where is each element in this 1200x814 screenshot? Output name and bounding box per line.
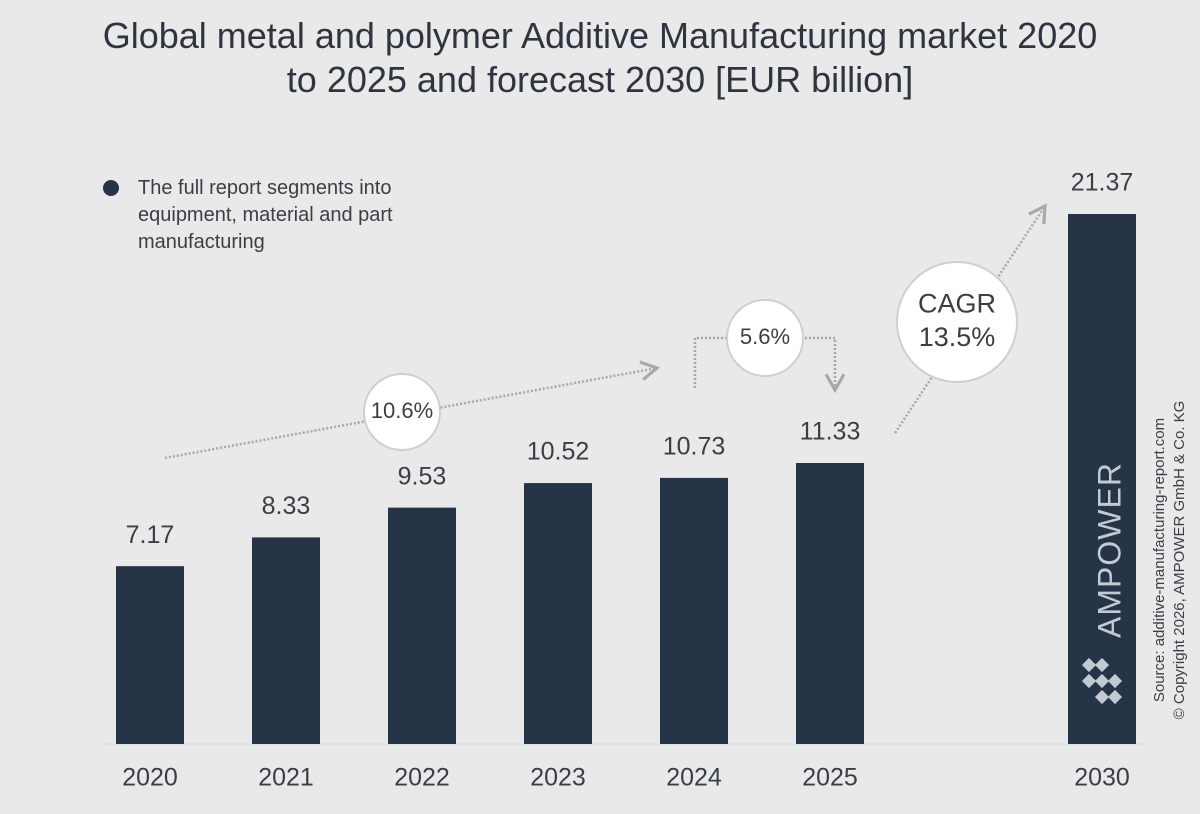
bar: [388, 507, 456, 744]
value-label: 10.52: [527, 438, 590, 466]
logo-icon: [1094, 673, 1110, 689]
bullet: [103, 180, 119, 196]
value-label: 10.73: [663, 432, 726, 460]
annotation-bubble: [363, 373, 441, 451]
copyright: © Copyright 2026, AMPOWER GmbH & Co. KG: [1171, 401, 1188, 720]
bar: [252, 537, 320, 744]
logo-icon: [1081, 657, 1097, 673]
annotation-bubble: [896, 261, 1018, 383]
annotation-text: CAGR: [918, 288, 996, 318]
x-tick-label: 2022: [394, 764, 450, 792]
value-label: 21.37: [1071, 169, 1134, 197]
x-tick-label: 2023: [530, 764, 586, 792]
chart-title: Global metal and polymer Additive Manufa…: [102, 15, 1098, 100]
value-label: 9.53: [398, 462, 447, 490]
value-label: 7.17: [126, 521, 175, 549]
bar: [524, 483, 592, 744]
x-tick-label: 2030: [1074, 764, 1130, 792]
value-label: 8.33: [262, 492, 311, 520]
x-tick-label: 2020: [122, 764, 178, 792]
bar: [660, 477, 728, 744]
annotation-text: 13.5%: [919, 322, 996, 352]
annotation-text: 5.6%: [740, 324, 790, 349]
source: Source: additive-manufacturing-report.co…: [1151, 418, 1168, 702]
x-tick-label: 2021: [258, 764, 314, 792]
logo-icon: [1107, 689, 1123, 705]
logo-icon: [1107, 673, 1123, 689]
bar: [1068, 214, 1136, 744]
value-label: 11.33: [800, 418, 861, 446]
annotation-bubble: [726, 299, 804, 377]
bar: [116, 566, 184, 744]
annotation-text: 10.6%: [371, 398, 433, 423]
x-tick-label: 2024: [666, 764, 722, 792]
x-tick-label: 2025: [802, 764, 858, 792]
logo-icon: [1081, 673, 1097, 689]
logo: AMPOWER: [1091, 462, 1127, 638]
logo-icon: [1094, 657, 1110, 673]
logo-icon: [1094, 689, 1110, 705]
note: The full report segments into equipment,…: [138, 177, 393, 253]
bar: [796, 463, 864, 744]
